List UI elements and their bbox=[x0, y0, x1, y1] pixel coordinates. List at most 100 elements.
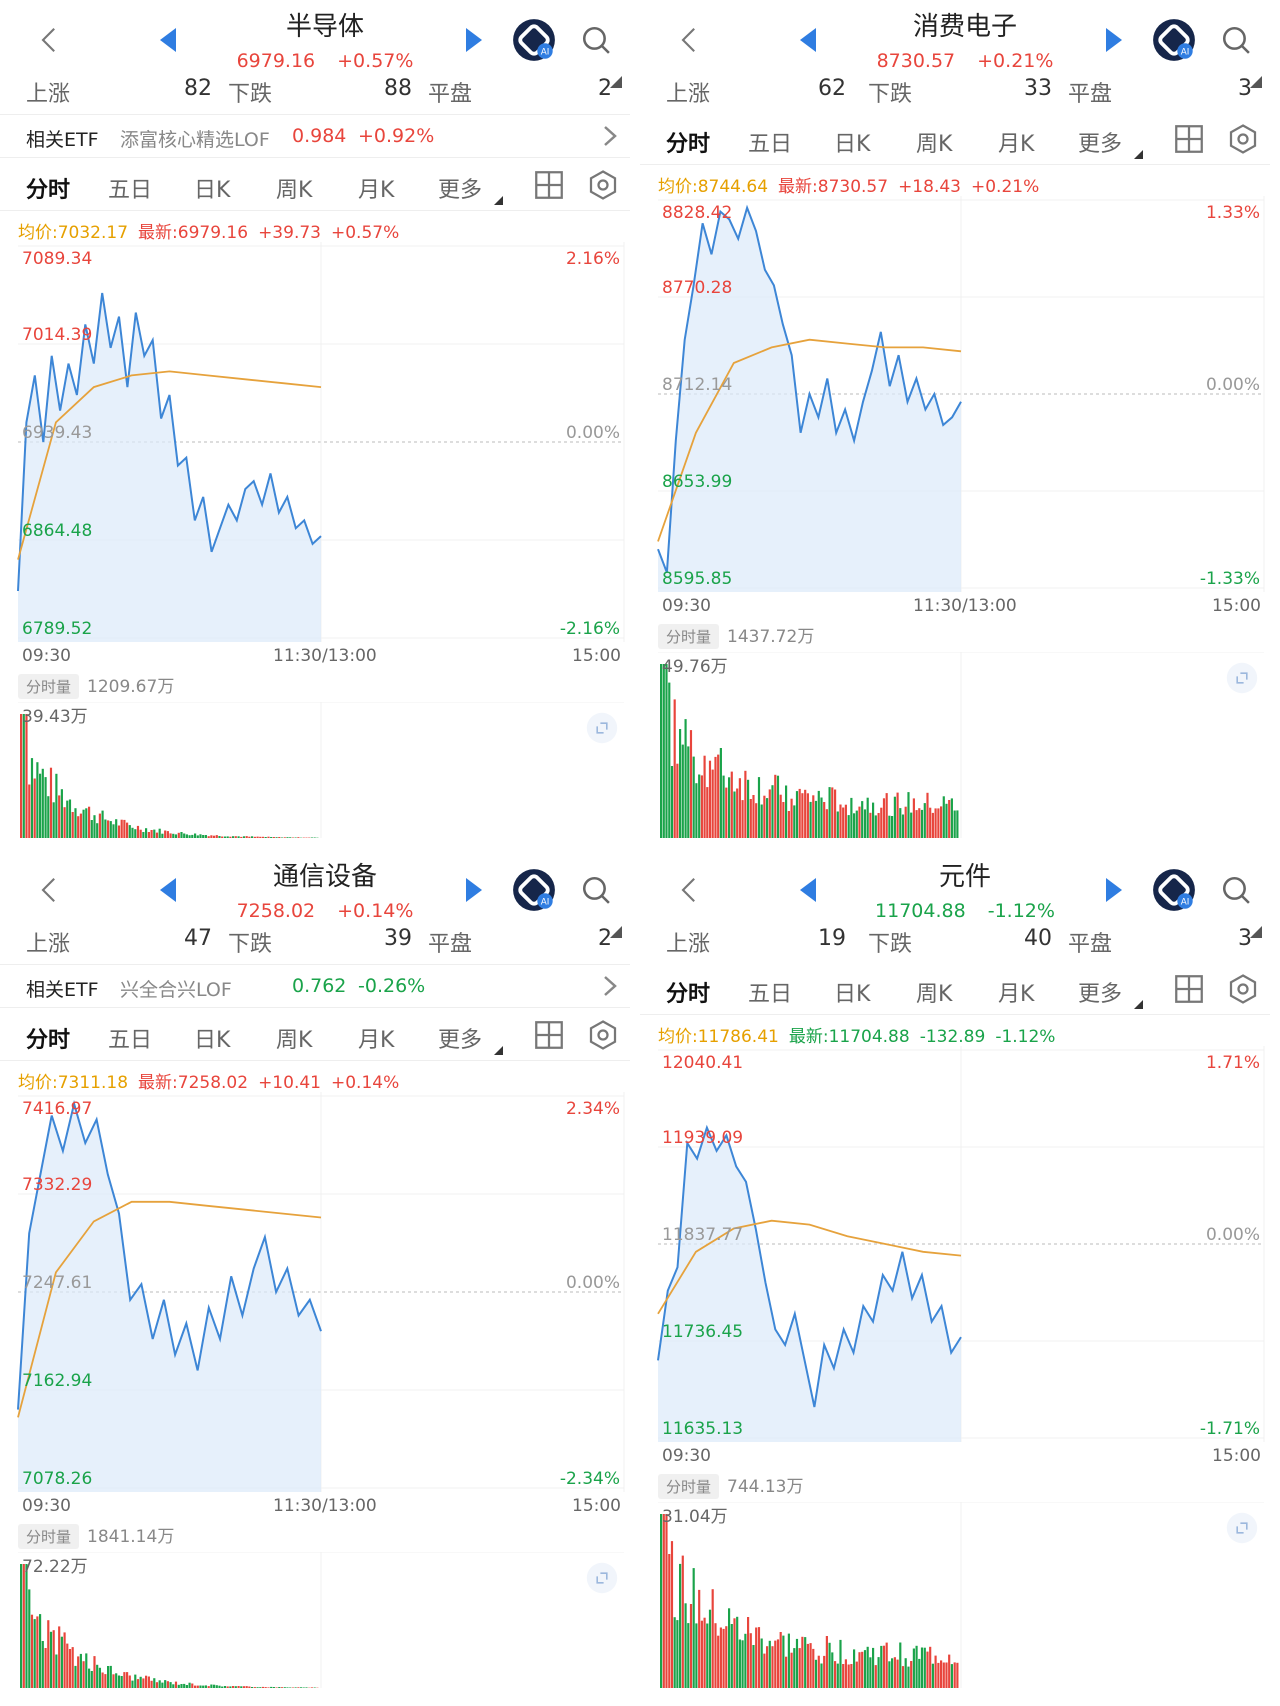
more-dropdown-icon[interactable] bbox=[1134, 1000, 1143, 1009]
grid-layout-icon[interactable] bbox=[1174, 974, 1204, 1004]
prev-sector-icon[interactable] bbox=[160, 878, 176, 902]
volume-total: 1437.72万 bbox=[727, 627, 815, 647]
volume-chart[interactable]: 39.43万 bbox=[0, 702, 630, 838]
ai-assistant-icon[interactable]: AI bbox=[512, 18, 556, 62]
expand-corner-icon[interactable] bbox=[610, 926, 622, 938]
volume-chart[interactable]: 31.04万 bbox=[640, 1502, 1270, 1688]
chevron-right-icon[interactable] bbox=[602, 125, 618, 147]
chevron-right-icon[interactable] bbox=[602, 975, 618, 997]
intraday-price-chart[interactable]: 7089.34 7014.39 6939.43 6864.48 6789.52 2.16%… bbox=[0, 242, 630, 642]
fullscreen-icon[interactable] bbox=[586, 712, 618, 744]
tab-five-day[interactable]: 五日 bbox=[108, 1028, 153, 1053]
tab-daily-k[interactable]: 日K bbox=[834, 982, 871, 1007]
more-dropdown-icon[interactable] bbox=[1134, 150, 1143, 159]
volume-bar bbox=[698, 774, 701, 838]
back-arrow-icon[interactable] bbox=[36, 872, 64, 908]
fullscreen-icon[interactable] bbox=[586, 1562, 618, 1594]
next-sector-icon[interactable] bbox=[466, 878, 482, 902]
tab-more[interactable]: 更多 bbox=[1078, 982, 1123, 1007]
expand-corner-icon[interactable] bbox=[1250, 926, 1262, 938]
tab-weekly-k[interactable]: 周K bbox=[916, 132, 953, 157]
tab-monthly-k[interactable]: 月K bbox=[998, 132, 1035, 157]
settings-icon[interactable] bbox=[1228, 974, 1258, 1004]
tab-intraday[interactable]: 分时 bbox=[26, 178, 71, 203]
volume-bar bbox=[172, 833, 175, 838]
settings-icon[interactable] bbox=[1228, 124, 1258, 154]
more-dropdown-icon[interactable] bbox=[494, 196, 503, 205]
expand-corner-icon[interactable] bbox=[610, 76, 622, 88]
more-dropdown-icon[interactable] bbox=[494, 1046, 503, 1055]
price-line bbox=[657, 204, 962, 573]
next-sector-icon[interactable] bbox=[1106, 28, 1122, 52]
volume-header: 分时量 744.13万 bbox=[658, 1472, 804, 1499]
sector-title: 通信设备 bbox=[272, 862, 377, 892]
prev-sector-icon[interactable] bbox=[800, 878, 816, 902]
tab-daily-k[interactable]: 日K bbox=[194, 178, 231, 203]
settings-icon[interactable] bbox=[588, 170, 618, 200]
tab-weekly-k[interactable]: 周K bbox=[276, 178, 313, 203]
tab-intraday[interactable]: 分时 bbox=[666, 132, 711, 157]
volume-total: 744.13万 bbox=[727, 1477, 804, 1497]
grid-layout-icon[interactable] bbox=[1174, 124, 1204, 154]
tab-weekly-k[interactable]: 周K bbox=[276, 1028, 313, 1053]
settings-icon[interactable] bbox=[588, 1020, 618, 1050]
tab-weekly-k[interactable]: 周K bbox=[916, 982, 953, 1007]
related-etf-row[interactable]: 相关ETF 兴全合兴LOF 0.762 -0.26% bbox=[0, 964, 630, 1008]
average-price-line bbox=[17, 370, 322, 560]
volume-bar bbox=[915, 1645, 918, 1688]
volume-chart[interactable]: 49.76万 bbox=[640, 652, 1270, 838]
volume-bar bbox=[240, 1686, 243, 1688]
fullscreen-icon[interactable] bbox=[1226, 662, 1258, 694]
tab-daily-k[interactable]: 日K bbox=[194, 1028, 231, 1053]
volume-bar bbox=[719, 748, 722, 838]
back-arrow-icon[interactable] bbox=[36, 22, 64, 58]
ai-assistant-icon[interactable]: AI bbox=[1152, 18, 1196, 62]
prev-sector-icon[interactable] bbox=[800, 28, 816, 52]
tab-monthly-k[interactable]: 月K bbox=[358, 178, 395, 203]
tab-five-day[interactable]: 五日 bbox=[748, 132, 793, 157]
tab-intraday[interactable]: 分时 bbox=[666, 982, 711, 1007]
search-icon[interactable] bbox=[580, 874, 614, 908]
expand-corner-icon[interactable] bbox=[1250, 76, 1262, 88]
back-arrow-icon[interactable] bbox=[676, 22, 704, 58]
volume-bar bbox=[270, 1686, 273, 1688]
intraday-price-chart[interactable]: 12040.41 11939.09 11837.77 11736.45 11635.13… bbox=[640, 1046, 1270, 1442]
next-sector-icon[interactable] bbox=[466, 28, 482, 52]
prev-sector-icon[interactable] bbox=[160, 28, 176, 52]
volume-type-button[interactable]: 分时量 bbox=[18, 1524, 80, 1549]
volume-max-label: 49.76万 bbox=[662, 657, 728, 677]
volume-chart[interactable]: 72.22万 bbox=[0, 1552, 630, 1688]
fullscreen-icon[interactable] bbox=[1226, 1512, 1258, 1544]
tab-monthly-k[interactable]: 月K bbox=[358, 1028, 395, 1053]
tab-monthly-k[interactable]: 月K bbox=[998, 982, 1035, 1007]
search-icon[interactable] bbox=[580, 24, 614, 58]
tab-more[interactable]: 更多 bbox=[438, 178, 483, 203]
grid-layout-icon[interactable] bbox=[534, 170, 564, 200]
volume-bar bbox=[790, 798, 793, 838]
price-line bbox=[17, 292, 322, 592]
tab-five-day[interactable]: 五日 bbox=[748, 982, 793, 1007]
volume-bar bbox=[741, 800, 744, 838]
volume-bar bbox=[828, 1642, 831, 1688]
tab-intraday[interactable]: 分时 bbox=[26, 1028, 71, 1053]
volume-bar bbox=[115, 819, 118, 838]
back-arrow-icon[interactable] bbox=[676, 872, 704, 908]
next-sector-icon[interactable] bbox=[1106, 878, 1122, 902]
tab-daily-k[interactable]: 日K bbox=[834, 132, 871, 157]
ai-assistant-icon[interactable]: AI bbox=[1152, 868, 1196, 912]
tab-more[interactable]: 更多 bbox=[1078, 132, 1123, 157]
volume-type-button[interactable]: 分时量 bbox=[18, 674, 80, 699]
ai-assistant-icon[interactable]: AI bbox=[512, 868, 556, 912]
intraday-price-chart[interactable]: 7416.97 7332.29 7247.61 7162.94 7078.26 2.34%… bbox=[0, 1092, 630, 1492]
tab-five-day[interactable]: 五日 bbox=[108, 178, 153, 203]
sector-price-line: 8730.57 +0.21% bbox=[820, 50, 1110, 72]
related-etf-row[interactable]: 相关ETF 添富核心精选LOF 0.984 +0.92% bbox=[0, 114, 630, 158]
volume-type-button[interactable]: 分时量 bbox=[658, 624, 720, 649]
intraday-price-chart[interactable]: 8828.42 8770.28 8712.14 8653.99 8595.85 1.33%… bbox=[640, 196, 1270, 592]
tab-more[interactable]: 更多 bbox=[438, 1028, 483, 1053]
grid-layout-icon[interactable] bbox=[534, 1020, 564, 1050]
search-icon[interactable] bbox=[1220, 874, 1254, 908]
volume-type-button[interactable]: 分时量 bbox=[658, 1474, 720, 1499]
volume-bar bbox=[752, 1645, 755, 1688]
search-icon[interactable] bbox=[1220, 24, 1254, 58]
